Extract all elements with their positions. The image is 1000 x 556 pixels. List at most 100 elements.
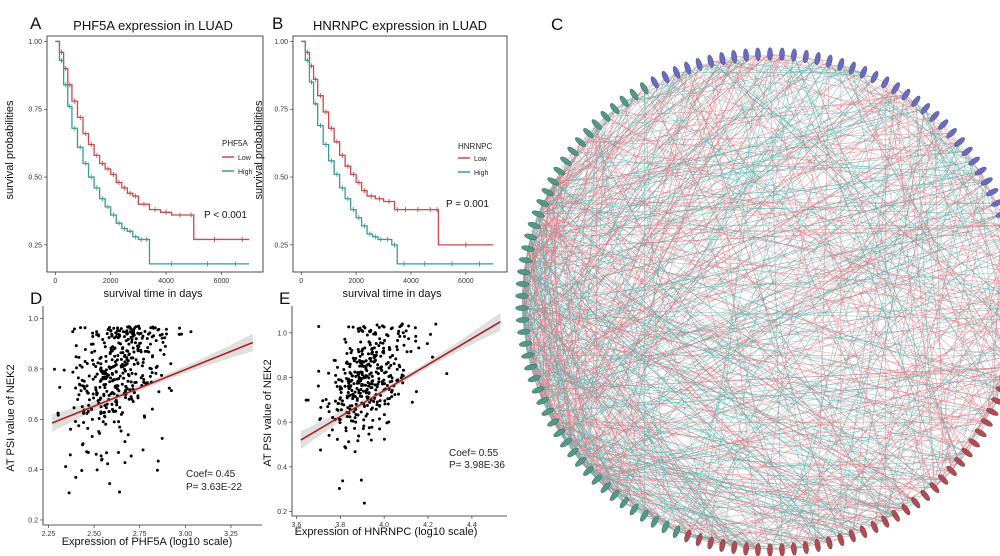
e-point <box>337 487 341 491</box>
network-edge <box>986 181 1000 227</box>
network-edge <box>565 64 842 444</box>
panel-a: A PHF5A expression in LUAD survival prob… <box>4 14 264 300</box>
d-point <box>112 336 116 340</box>
panel-a-y-axis: 0.25 0.50 0.75 1.00 <box>28 39 47 249</box>
d-point <box>106 462 110 466</box>
e-point <box>375 323 379 327</box>
e-point <box>417 346 421 350</box>
e-point <box>369 359 373 363</box>
panel-a-title: PHF5A expression in LUAD <box>73 18 233 33</box>
d-point <box>133 341 137 345</box>
network-edge <box>525 53 771 261</box>
e-point <box>385 333 389 337</box>
d-point <box>115 358 119 362</box>
d-point <box>103 404 107 408</box>
e-point <box>388 397 392 401</box>
network-edge <box>676 88 896 532</box>
d-point <box>103 414 107 418</box>
panel-b-curves <box>301 40 494 267</box>
network-node <box>938 119 949 130</box>
network-node <box>629 88 639 101</box>
network-edge <box>733 56 907 510</box>
e-point <box>374 341 378 345</box>
d-point <box>117 389 121 393</box>
network-edge <box>547 108 926 193</box>
network-node <box>991 199 1000 207</box>
e-point <box>407 337 411 341</box>
network-edge <box>542 181 987 204</box>
d-point <box>90 407 94 411</box>
panel-b-legend-title: HNRNPC <box>458 142 492 151</box>
d-point <box>76 376 80 380</box>
d-point <box>156 459 160 463</box>
d-point <box>100 457 104 461</box>
network-edge <box>687 67 935 488</box>
network-node <box>684 61 692 75</box>
e-point <box>367 384 371 388</box>
e-ytick-label: 0.6 <box>277 420 287 427</box>
d-point <box>177 332 181 336</box>
d-point <box>73 420 77 424</box>
d-point <box>152 334 156 338</box>
d-point <box>139 331 143 335</box>
e-point <box>410 400 414 404</box>
e-point <box>364 383 368 387</box>
d-point <box>87 374 91 378</box>
e-point <box>445 372 449 376</box>
network-edge <box>580 228 1000 463</box>
network-edge <box>547 56 807 413</box>
d-point <box>81 384 85 388</box>
e-point <box>348 404 352 408</box>
network-edge <box>534 141 960 226</box>
d-point <box>129 395 133 399</box>
e-point <box>428 332 432 336</box>
network-edge <box>643 88 666 527</box>
network-edge <box>614 56 735 109</box>
e-point <box>365 333 369 337</box>
network-edge <box>781 160 975 550</box>
d-point <box>118 329 122 333</box>
network-node <box>695 57 703 71</box>
network-node <box>517 269 531 275</box>
network-edge <box>534 225 1000 306</box>
network-node <box>901 503 911 516</box>
d-point <box>118 405 122 409</box>
network-node <box>901 88 911 101</box>
network-edge <box>523 58 818 273</box>
e-point <box>377 417 381 421</box>
d-point <box>141 360 145 364</box>
network-node <box>870 520 879 534</box>
e-point <box>366 352 370 356</box>
d-point <box>132 391 136 395</box>
network-edge <box>588 132 1000 337</box>
panel-b-legend-high-label: High <box>474 170 489 177</box>
d-point <box>127 374 131 378</box>
network-edge <box>523 271 896 516</box>
network-edge <box>588 470 875 528</box>
d-point <box>77 393 81 397</box>
e-point <box>350 374 354 378</box>
d-point <box>113 354 117 358</box>
d-point <box>113 378 117 382</box>
d-point <box>123 353 127 357</box>
d-point <box>140 364 144 368</box>
network-edge <box>530 366 896 517</box>
network-edge <box>537 56 735 215</box>
network-node <box>640 82 649 95</box>
e-point <box>353 416 357 420</box>
e-point <box>384 370 388 374</box>
network-node <box>731 50 738 64</box>
network-edge <box>537 101 916 391</box>
network-edge <box>534 225 968 453</box>
d-point <box>86 426 90 430</box>
d-xtick-label: 3.00 <box>179 531 193 538</box>
network-edge <box>523 214 539 332</box>
network-node <box>779 543 785 556</box>
e-point <box>402 368 406 372</box>
d-point <box>80 378 84 382</box>
e-point <box>383 339 387 343</box>
d-point <box>142 378 146 382</box>
d-point <box>130 371 134 375</box>
a-xtick-label: 6000 <box>214 278 230 285</box>
e-point <box>345 351 349 355</box>
